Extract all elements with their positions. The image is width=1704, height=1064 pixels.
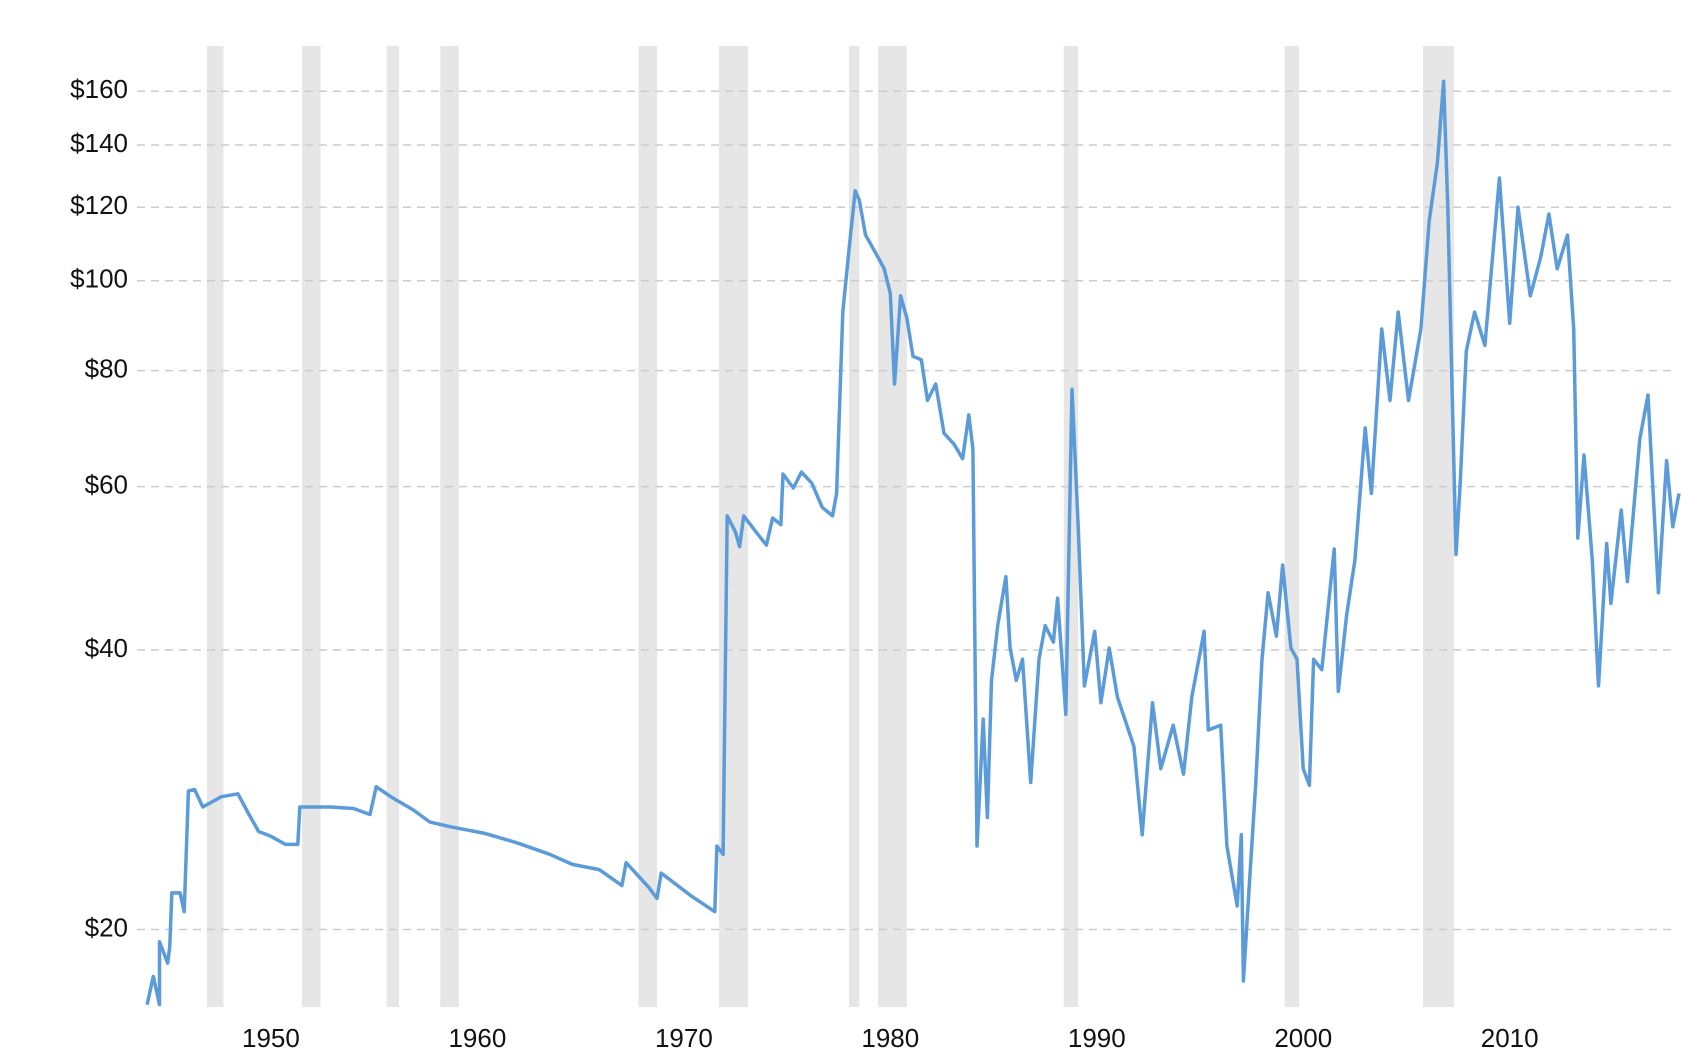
- shaded-region: [1284, 46, 1300, 1007]
- x-tick-label: 1980: [861, 1023, 919, 1053]
- x-tick-label: 1970: [655, 1023, 713, 1053]
- y-tick-label: $80: [85, 354, 128, 384]
- shaded-region: [638, 46, 658, 1007]
- shaded-region: [877, 46, 907, 1007]
- y-tick-label: $100: [70, 264, 128, 294]
- shaded-region: [386, 46, 399, 1007]
- shaded-region: [1422, 46, 1454, 1007]
- x-tick-label: 1950: [242, 1023, 300, 1053]
- x-tick-label: 2000: [1274, 1023, 1332, 1053]
- y-tick-label: $60: [85, 469, 128, 499]
- x-tick-label: 1960: [448, 1023, 506, 1053]
- y-tick-label: $40: [85, 633, 128, 663]
- shaded-region: [206, 46, 224, 1007]
- x-tick-label: 1990: [1068, 1023, 1126, 1053]
- data-line: [145, 79, 1681, 1007]
- shaded-region: [440, 46, 459, 1007]
- y-tick-label: $160: [70, 74, 128, 104]
- x-tick-label: 2010: [1481, 1023, 1539, 1053]
- y-tick-label: $140: [70, 128, 128, 158]
- shaded-region: [301, 46, 321, 1007]
- shaded-region: [849, 46, 860, 1007]
- y-tick-label: $20: [85, 912, 128, 942]
- y-tick-label: $120: [70, 190, 128, 220]
